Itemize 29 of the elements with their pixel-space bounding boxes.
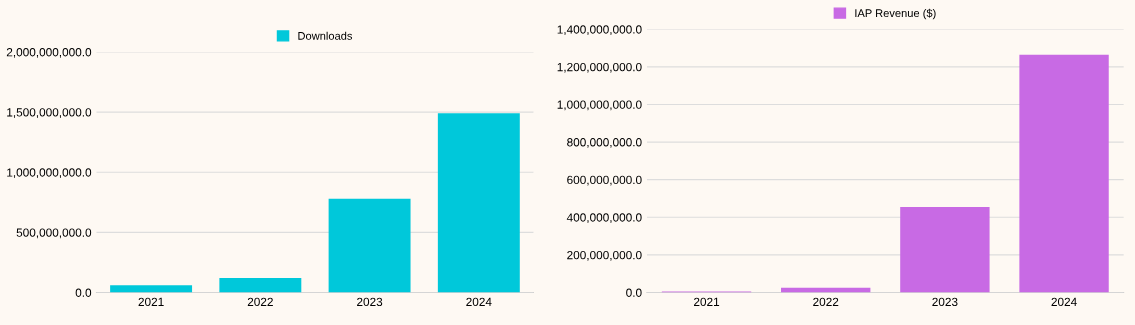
bar <box>1019 54 1109 293</box>
x-tick-label: 2021 <box>694 297 720 307</box>
y-tick-label: 1,400,000,000.0 <box>557 25 642 36</box>
x-tick-label: 2023 <box>932 297 958 307</box>
bar <box>900 206 990 293</box>
y-tick-label: 1,500,000,000.0 <box>7 108 92 118</box>
y-tick-label: 1,000,000,000.0 <box>7 168 92 179</box>
bar <box>110 285 193 293</box>
y-tick-label: 1,000,000,000.0 <box>557 100 642 111</box>
y-tick-label: 500,000,000.0 <box>16 228 92 239</box>
x-tick-label: 2022 <box>247 297 273 307</box>
x-tick-label: 2022 <box>813 297 839 307</box>
y-tick-label: 0.0 <box>626 288 642 297</box>
bar <box>219 278 302 293</box>
bar <box>328 198 411 293</box>
y-tick-label: 800,000,000.0 <box>567 138 642 148</box>
y-tick-label: 2,000,000,000.0 <box>6 48 92 58</box>
legend-label: Downloads <box>298 31 353 40</box>
x-tick-label: 2023 <box>357 297 383 307</box>
legend-label: IAP Revenue ($) <box>855 8 936 20</box>
y-tick-label: 1,200,000,000.0 <box>557 62 642 73</box>
x-tick-label: 2024 <box>466 297 492 307</box>
y-tick-label: 400,000,000.0 <box>566 213 642 224</box>
y-tick-label: 600,000,000.0 <box>567 175 642 186</box>
bar <box>437 113 520 293</box>
y-tick-label: 200,000,000.0 <box>567 250 642 261</box>
y-tick-label: 0.0 <box>75 288 92 297</box>
x-tick-label: 2024 <box>1051 297 1077 307</box>
x-tick-label: 2021 <box>138 297 164 307</box>
